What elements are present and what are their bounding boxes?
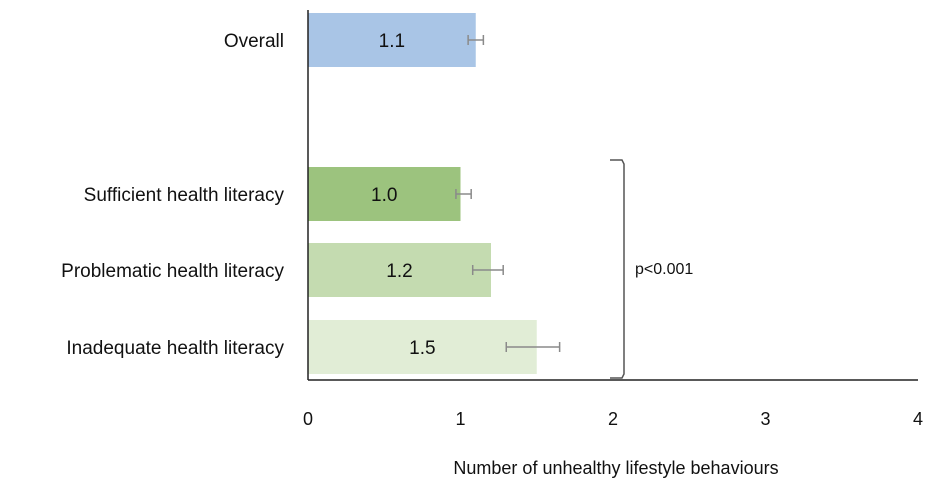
category-label-1: Sufficient health literacy xyxy=(84,185,285,206)
x-tick-label-3: 3 xyxy=(760,409,770,429)
x-tick-label-0: 0 xyxy=(303,409,313,429)
error-bar-3 xyxy=(505,342,561,352)
x-tick-label-2: 2 xyxy=(608,409,618,429)
x-axis-title: Number of unhealthy lifestyle behaviours xyxy=(453,458,778,478)
error-bar-2 xyxy=(471,265,504,275)
category-label-2: Problematic health literacy xyxy=(61,261,284,282)
x-tick-label-1: 1 xyxy=(455,409,465,429)
bars-layer xyxy=(308,13,537,374)
error-bar-1 xyxy=(455,189,472,199)
p-value-annotation: p<0.001 xyxy=(635,261,693,278)
error-bars-layer xyxy=(455,35,561,352)
bar-1 xyxy=(308,167,461,221)
data-label-1: 1.0 xyxy=(371,185,397,206)
data-label-2: 1.2 xyxy=(386,261,412,282)
x-tick-label-4: 4 xyxy=(913,409,923,429)
error-bar-0 xyxy=(467,35,485,45)
category-label-3: Inadequate health literacy xyxy=(66,338,284,359)
data-label-0: 1.1 xyxy=(379,31,405,52)
data-label-3: 1.5 xyxy=(409,338,435,359)
bar-0 xyxy=(308,13,476,67)
labels-layer: Overall 1.1 Sufficient health literacy 1.0 P… xyxy=(61,31,435,359)
significance-bracket xyxy=(610,159,625,379)
bar-2 xyxy=(308,243,491,297)
category-label-0: Overall xyxy=(224,31,284,52)
bar-3 xyxy=(308,320,537,374)
x-tick-labels: 0 1 2 3 4 xyxy=(303,409,923,429)
